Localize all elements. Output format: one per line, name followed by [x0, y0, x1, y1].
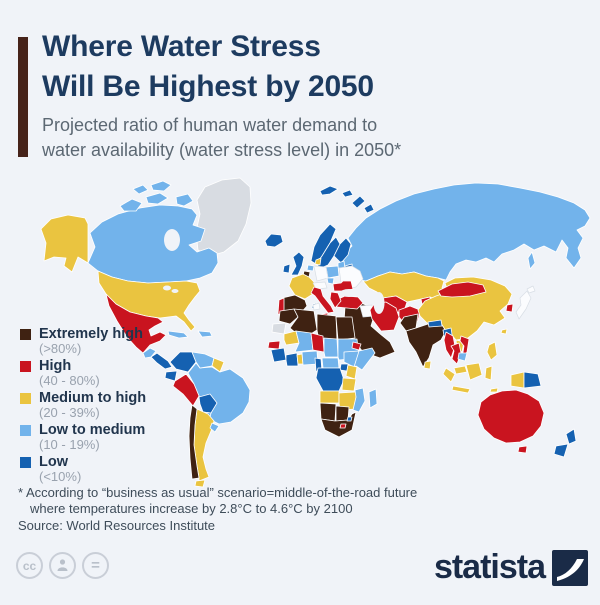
statista-wordmark: statista [433, 548, 546, 586]
license-icons: cc = [16, 552, 109, 579]
legend-swatch-low [20, 456, 31, 468]
no-derivatives-icon[interactable]: = [82, 552, 109, 579]
legend-label: Low [39, 454, 68, 470]
person-glyph [57, 559, 68, 571]
map-region-europe [277, 185, 364, 319]
source-line: Source: World Resources Institute [18, 518, 216, 533]
legend-range: (20 - 39%) [39, 405, 100, 420]
map-region-south-america [164, 351, 251, 488]
statista-logo-icon [552, 549, 588, 586]
title-accent-bar [18, 37, 28, 157]
legend-label: Low to medium [39, 422, 146, 438]
legend-range: (40 - 80%) [39, 373, 100, 388]
cc-icon[interactable]: cc [16, 552, 43, 579]
page-title: Where Water Stress Will Be Highest by 20… [42, 30, 374, 103]
legend-label: High [39, 358, 72, 374]
legend-label: Medium to high [39, 390, 147, 406]
legend-item-low-to-medium: Low to medium (10 - 19%) [20, 422, 180, 452]
attribution-person-icon[interactable] [49, 552, 76, 579]
map-region-north-america [40, 177, 284, 370]
legend-label: Extremely high [39, 326, 143, 342]
legend-swatch-high [20, 360, 31, 372]
legend-item-high: High (40 - 80%) [20, 358, 180, 388]
legend-range: (>80%) [39, 341, 82, 356]
legend-range: (10 - 19%) [39, 437, 100, 452]
statista-brand[interactable]: statista [434, 548, 588, 587]
footnote: * According to “business as usual” scena… [18, 485, 418, 516]
legend-swatch-medium-to-high [20, 392, 31, 404]
legend: Extremely high (>80%) High (40 - 80%) Me… [20, 326, 180, 486]
map-region-oceania [477, 389, 577, 458]
map-region-africa [267, 302, 378, 438]
legend-item-medium-to-high: Medium to high (20 - 39%) [20, 390, 180, 420]
legend-swatch-low-to-medium [20, 424, 31, 436]
legend-swatch-extremely-high [20, 328, 31, 340]
legend-range: (<10%) [39, 469, 82, 484]
legend-item-low: Low (<10%) [20, 454, 180, 484]
page-subtitle: Projected ratio of human water demand to… [42, 115, 402, 160]
map-region-asia [335, 182, 591, 394]
legend-item-extremely-high: Extremely high (>80%) [20, 326, 180, 356]
